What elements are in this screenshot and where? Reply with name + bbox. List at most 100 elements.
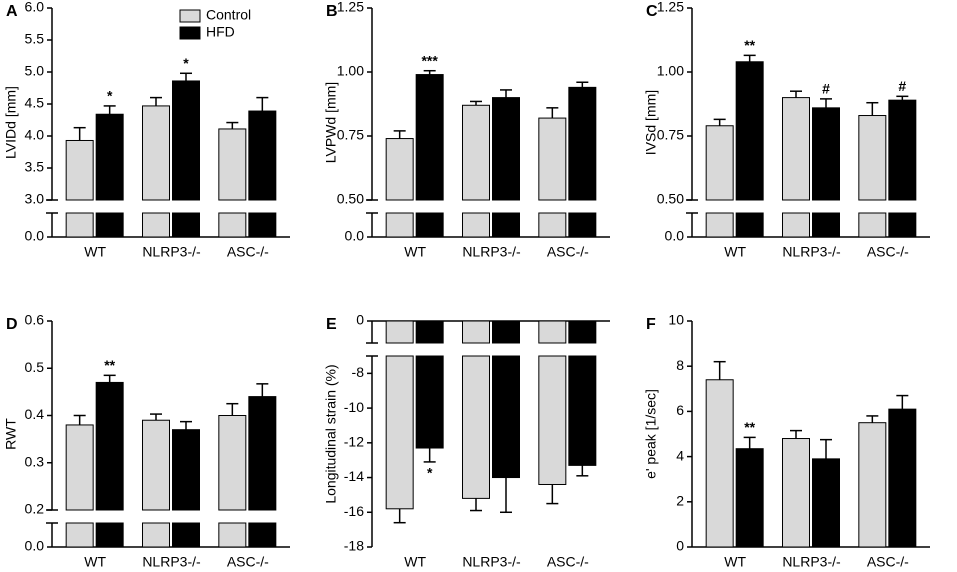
bar: [248, 522, 277, 548]
y-tick-label: 0: [676, 538, 684, 554]
bar: [782, 97, 810, 201]
bar: [538, 320, 567, 344]
y-tick-label: 0.0: [25, 538, 45, 554]
bar: [218, 415, 247, 511]
bar: [95, 522, 124, 548]
bar: [65, 212, 94, 238]
y-tick-label: 3.5: [25, 159, 45, 175]
bar: [248, 212, 277, 238]
significance: ***: [421, 52, 438, 68]
y-tick-label: -18: [344, 538, 364, 554]
bar: [415, 320, 444, 344]
bar: [95, 212, 124, 238]
x-tick-label: WT: [404, 244, 426, 260]
x-tick-label: NLRP3-/-: [782, 554, 841, 570]
bar: [462, 320, 490, 344]
y-tick-label: 1.00: [337, 63, 364, 79]
bar: [218, 128, 247, 201]
bar: [735, 212, 764, 238]
y-tick-label: 5.5: [25, 31, 45, 47]
bar: [462, 355, 490, 499]
bar: [812, 107, 840, 201]
x-tick-label: ASC-/-: [227, 244, 269, 260]
y-tick-label: 1.00: [657, 63, 684, 79]
significance: *: [427, 465, 433, 481]
bar: [492, 355, 520, 479]
bar: [782, 438, 810, 548]
legend-label: HFD: [206, 24, 235, 40]
bar: [538, 355, 567, 485]
x-tick-label: ASC-/-: [867, 244, 909, 260]
bar: [142, 522, 170, 548]
bar: [568, 86, 597, 201]
y-tick-label: 0.75: [337, 127, 364, 143]
y-axis-label: Longitudinal strain (%): [323, 364, 339, 503]
bar: [415, 74, 444, 201]
significance: #: [898, 78, 906, 94]
y-tick-label: -8: [352, 364, 365, 380]
significance: *: [183, 55, 189, 71]
y-tick-label: 0.75: [657, 127, 684, 143]
y-axis-label: RWT: [3, 418, 19, 450]
bar: [568, 355, 597, 466]
y-tick-label: 0.6: [25, 312, 45, 328]
bar: [705, 212, 734, 238]
bar: [782, 212, 810, 238]
y-tick-label: 0.4: [25, 406, 45, 422]
y-tick-label: 0.3: [25, 453, 45, 469]
bar: [385, 320, 414, 344]
y-tick-label: -10: [344, 399, 364, 415]
y-tick-label: 4: [676, 447, 684, 463]
bar: [462, 212, 490, 238]
y-tick-label: 4.5: [25, 95, 45, 111]
y-tick-label: 2: [676, 493, 684, 509]
y-tick-label: 1.25: [337, 0, 364, 15]
bar: [95, 113, 124, 201]
x-tick-label: WT: [724, 554, 746, 570]
bar: [858, 422, 887, 548]
y-tick-label: 0.50: [657, 191, 684, 207]
x-tick-label: ASC-/-: [867, 554, 909, 570]
bar: [248, 110, 277, 201]
x-tick-label: WT: [84, 554, 106, 570]
y-axis-label: LVIDd [mm]: [3, 86, 19, 159]
x-tick-label: WT: [404, 554, 426, 570]
panel-label: F: [646, 316, 656, 333]
y-tick-label: 1.25: [657, 0, 684, 15]
y-tick-label: -16: [344, 503, 364, 519]
x-tick-label: ASC-/-: [227, 554, 269, 570]
x-tick-label: WT: [84, 244, 106, 260]
y-tick-label: 3.0: [25, 191, 45, 207]
y-tick-label: 0.0: [665, 228, 685, 244]
bar: [65, 424, 94, 511]
bar: [248, 396, 277, 511]
bar: [142, 212, 170, 238]
y-tick-label: 0.0: [25, 228, 45, 244]
y-tick-label: 8: [676, 357, 684, 373]
x-tick-label: ASC-/-: [547, 244, 589, 260]
y-tick-label: 6.0: [25, 0, 45, 15]
y-tick-label: -14: [344, 468, 364, 484]
bar: [888, 99, 917, 201]
bar: [858, 212, 887, 238]
bar: [218, 522, 247, 548]
y-axis-label: IVSd [mm]: [643, 90, 659, 155]
panel-label: E: [326, 316, 337, 333]
x-tick-label: WT: [724, 244, 746, 260]
bar: [142, 419, 170, 511]
bar: [735, 61, 764, 201]
bar: [65, 522, 94, 548]
y-tick-label: -12: [344, 434, 364, 450]
bar: [415, 355, 444, 449]
y-tick-label: 0.2: [25, 501, 45, 517]
bar: [735, 448, 764, 548]
panel-label: C: [646, 3, 658, 20]
bar: [172, 212, 200, 238]
bar: [142, 105, 170, 201]
panel-label: B: [326, 3, 338, 20]
x-tick-label: NLRP3-/-: [462, 554, 521, 570]
significance: **: [744, 419, 755, 435]
bar: [172, 80, 200, 201]
bar: [95, 381, 124, 511]
